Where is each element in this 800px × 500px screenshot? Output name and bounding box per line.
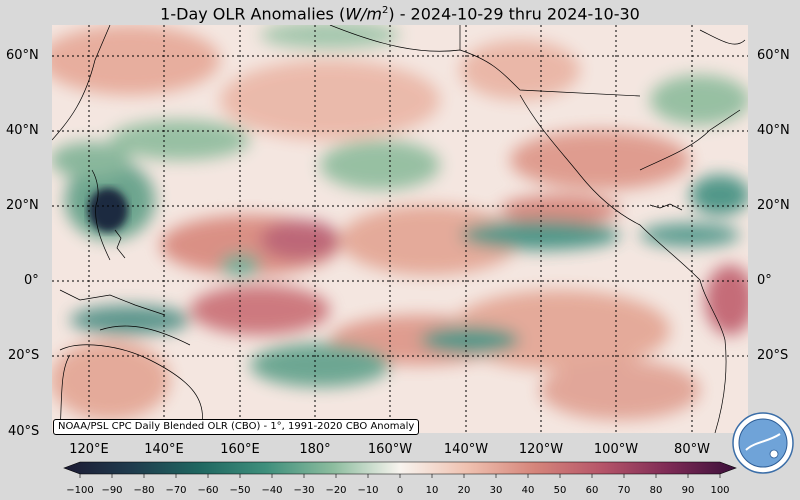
lon-label-140w: 140°W bbox=[443, 442, 489, 457]
colorbar-tick-label: 100 bbox=[710, 485, 729, 496]
lon-label-160e: 160°E bbox=[220, 442, 260, 457]
lat-label-right-0: 0° bbox=[757, 273, 772, 288]
colorbar-tick-label: 90 bbox=[682, 485, 695, 496]
colorbar-tick-label: −40 bbox=[261, 485, 282, 496]
lon-label-120e: 120°E bbox=[69, 442, 109, 457]
lat-label-left-40n: 40°N bbox=[6, 123, 39, 138]
lon-label-120w: 120°W bbox=[518, 442, 564, 457]
colorbar-tick-label: −30 bbox=[293, 485, 314, 496]
lat-label-right-20s: 20°S bbox=[757, 348, 789, 363]
colorbar-tick-label: 10 bbox=[426, 485, 439, 496]
lat-label-left-0: 0° bbox=[24, 273, 39, 288]
colorbar-tick-label: −80 bbox=[133, 485, 154, 496]
colorbar-tick-label: −10 bbox=[357, 485, 378, 496]
colorbar-tick-label: −90 bbox=[101, 485, 122, 496]
lat-label-left-20n: 20°N bbox=[6, 198, 39, 213]
lat-label-right-40n: 40°N bbox=[757, 123, 790, 138]
colorbar-tick-label: −60 bbox=[197, 485, 218, 496]
lon-label-180: 180° bbox=[299, 442, 331, 457]
lon-label-160w: 160°W bbox=[367, 442, 413, 457]
colorbar-tick-label: 70 bbox=[618, 485, 631, 496]
colorbar-tick-label: 20 bbox=[458, 485, 471, 496]
lon-label-100w: 100°W bbox=[593, 442, 639, 457]
colorbar-tick-label: 60 bbox=[586, 485, 599, 496]
nexlab-logo bbox=[732, 412, 794, 474]
lon-label-80w: 80°W bbox=[674, 442, 710, 457]
lat-label-left-60n: 60°N bbox=[6, 48, 39, 63]
colorbar-tick-label: −100 bbox=[66, 485, 93, 496]
colorbar-tick-label: 50 bbox=[554, 485, 567, 496]
colorbar-ticks: −100 −90 −80 −70 −60 −50 −40 −30 −20 −10 0 10 20 30 40… bbox=[66, 474, 730, 496]
colorbar-tick-label: −50 bbox=[229, 485, 250, 496]
colorbar-tick-label: 30 bbox=[490, 485, 503, 496]
colorbar-tick-label: 40 bbox=[522, 485, 535, 496]
colorbar-tick-label: 80 bbox=[650, 485, 663, 496]
colorbar: −100 −90 −80 −70 −60 −50 −40 −30 −20 −10 0 10 20 30 40… bbox=[63, 461, 737, 496]
colorbar-tick-label: −70 bbox=[165, 485, 186, 496]
lon-label-140e: 140°E bbox=[144, 442, 184, 457]
data-source-credit: NOAA/PSL CPC Daily Blended OLR (CBO) - 1… bbox=[53, 419, 420, 435]
lat-label-left-40s: 40°S bbox=[8, 424, 40, 439]
colorbar-tick-label: −20 bbox=[325, 485, 346, 496]
lat-label-right-60n: 60°N bbox=[757, 48, 790, 63]
lat-label-left-20s: 20°S bbox=[8, 348, 40, 363]
colorbar-tick-label: 0 bbox=[397, 485, 403, 496]
anomaly-field bbox=[52, 25, 748, 433]
lat-label-right-20n: 20°N bbox=[757, 198, 790, 213]
map-title: 1-Day OLR Anomalies (W/m2) - 2024-10-29 … bbox=[160, 4, 640, 24]
